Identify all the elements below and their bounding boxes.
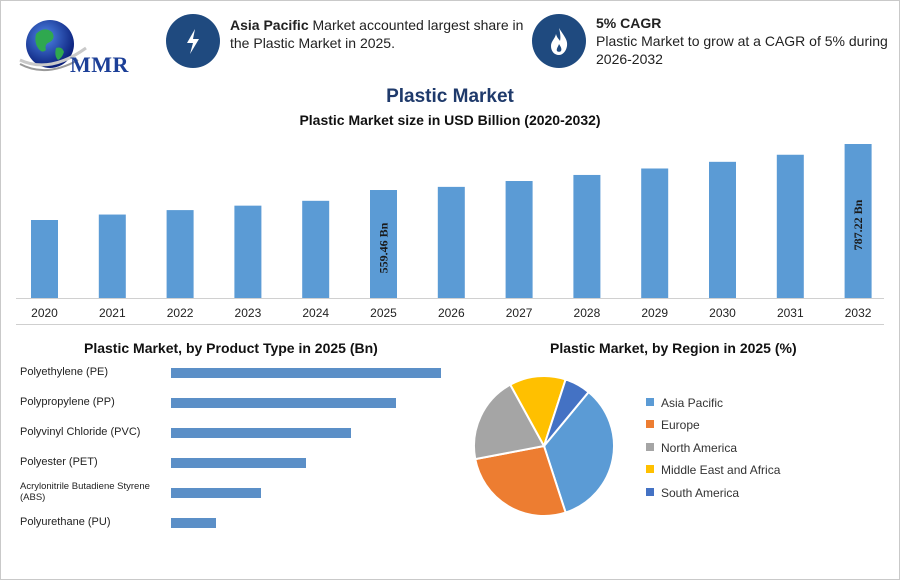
bar-2026 (437, 186, 465, 298)
x-tick-label: 2026 (438, 306, 465, 320)
legend-item: Asia Pacific (646, 396, 723, 410)
region-chart-title: Plastic Market, by Region in 2025 (%) (550, 340, 797, 356)
legend-swatch (646, 488, 654, 496)
x-tick-label: 2029 (641, 306, 668, 320)
info-icon-circle-2 (532, 14, 586, 68)
product-type-bar-chart (171, 368, 441, 528)
legend-item: South America (646, 486, 739, 500)
product-bar (171, 458, 306, 468)
x-tick-label: 2032 (845, 306, 872, 320)
info-highlight-2: 5% CAGR (596, 15, 662, 31)
legend-label: Europe (661, 418, 700, 432)
legend-swatch (646, 443, 654, 451)
x-tick-label: 2028 (574, 306, 601, 320)
chart-subtitle: Plastic Market size in USD Billion (2020… (299, 112, 601, 128)
bar-2020 (31, 220, 58, 298)
product-bar (171, 518, 216, 528)
bar-2031 (776, 154, 804, 298)
x-tick-label: 2023 (235, 306, 262, 320)
product-label: Polyurethane (PU) (20, 516, 111, 528)
bar-2032 (844, 144, 872, 298)
x-tick-label: 2021 (99, 306, 126, 320)
x-tick-label: 2024 (302, 306, 329, 320)
product-label: Polyester (PET) (20, 456, 98, 468)
pie-slice (474, 444, 567, 517)
info-body-1: Market accounted largest share in the Pl… (230, 17, 524, 51)
pie-slice (508, 375, 567, 449)
bar-2025 (370, 190, 397, 298)
legend-item: Europe (646, 418, 700, 432)
data-label: 787.22 Bn (851, 199, 865, 250)
flame-icon (551, 28, 568, 55)
legend-label: South America (661, 486, 740, 500)
bar-2029 (641, 168, 669, 298)
x-tick-label: 2027 (506, 306, 533, 320)
product-label: Polyethylene (PE) (20, 366, 109, 378)
bar-2027 (505, 181, 533, 298)
bar-2023 (234, 205, 262, 298)
mmr-logo: MMR (16, 14, 146, 84)
legend-swatch (646, 465, 654, 473)
pie-slice (542, 390, 615, 514)
bar-2022 (166, 210, 194, 298)
bar-2024 (302, 200, 330, 298)
x-tick-label: 2025 (370, 306, 397, 320)
market-size-bar-chart: 2020 2021 2022 2023 2024 2025 559.46 Bn 2026 202… (16, 144, 884, 320)
legend-label: North America (661, 441, 738, 455)
product-label: Polypropylene (PP) (20, 396, 115, 408)
legend-swatch (646, 420, 654, 428)
x-tick-label: 2031 (777, 306, 804, 320)
x-tick-label: 2022 (167, 306, 194, 320)
bar-2030 (709, 161, 736, 298)
bar-2028 (573, 174, 601, 298)
page-title: Plastic Market (386, 86, 514, 107)
region-pie-chart (473, 375, 615, 517)
section-divider (16, 324, 884, 325)
x-tick-label: 2020 (31, 306, 58, 320)
lightning-icon (187, 29, 199, 54)
info-text-1: Asia Pacific Market accounted largest sh… (230, 16, 525, 52)
data-label: 559.46 Bn (377, 222, 391, 273)
legend-swatch (646, 398, 654, 406)
globe-icon (19, 20, 87, 71)
product-bar (171, 368, 441, 378)
legend-label: Asia Pacific (661, 396, 724, 410)
product-bar (171, 428, 351, 438)
info-highlight-1: Asia Pacific (230, 17, 309, 33)
bar-2021 (98, 214, 126, 298)
product-bar (171, 398, 396, 408)
product-label: Acrylonitrile Butadiene Styrene (ABS) (20, 481, 150, 503)
info-icon-circle-1 (166, 14, 220, 68)
legend-item: North America (646, 441, 737, 455)
logo-text: MMR (70, 52, 129, 77)
info-body-2: Plastic Market to grow at a CAGR of 5% d… (596, 33, 888, 67)
info-text-2: 5% CAGR Plastic Market to grow at a CAGR… (596, 14, 891, 68)
pie-slice (473, 383, 546, 461)
x-tick-label: 2030 (709, 306, 736, 320)
product-chart-title: Plastic Market, by Product Type in 2025 … (84, 340, 378, 356)
pie-slice (543, 378, 591, 447)
legend-item: Middle East and Africa (646, 463, 780, 477)
legend-label: Middle East and Africa (661, 463, 781, 477)
product-label: Polyvinyl Chloride (PVC) (20, 426, 141, 438)
product-bar (171, 488, 261, 498)
